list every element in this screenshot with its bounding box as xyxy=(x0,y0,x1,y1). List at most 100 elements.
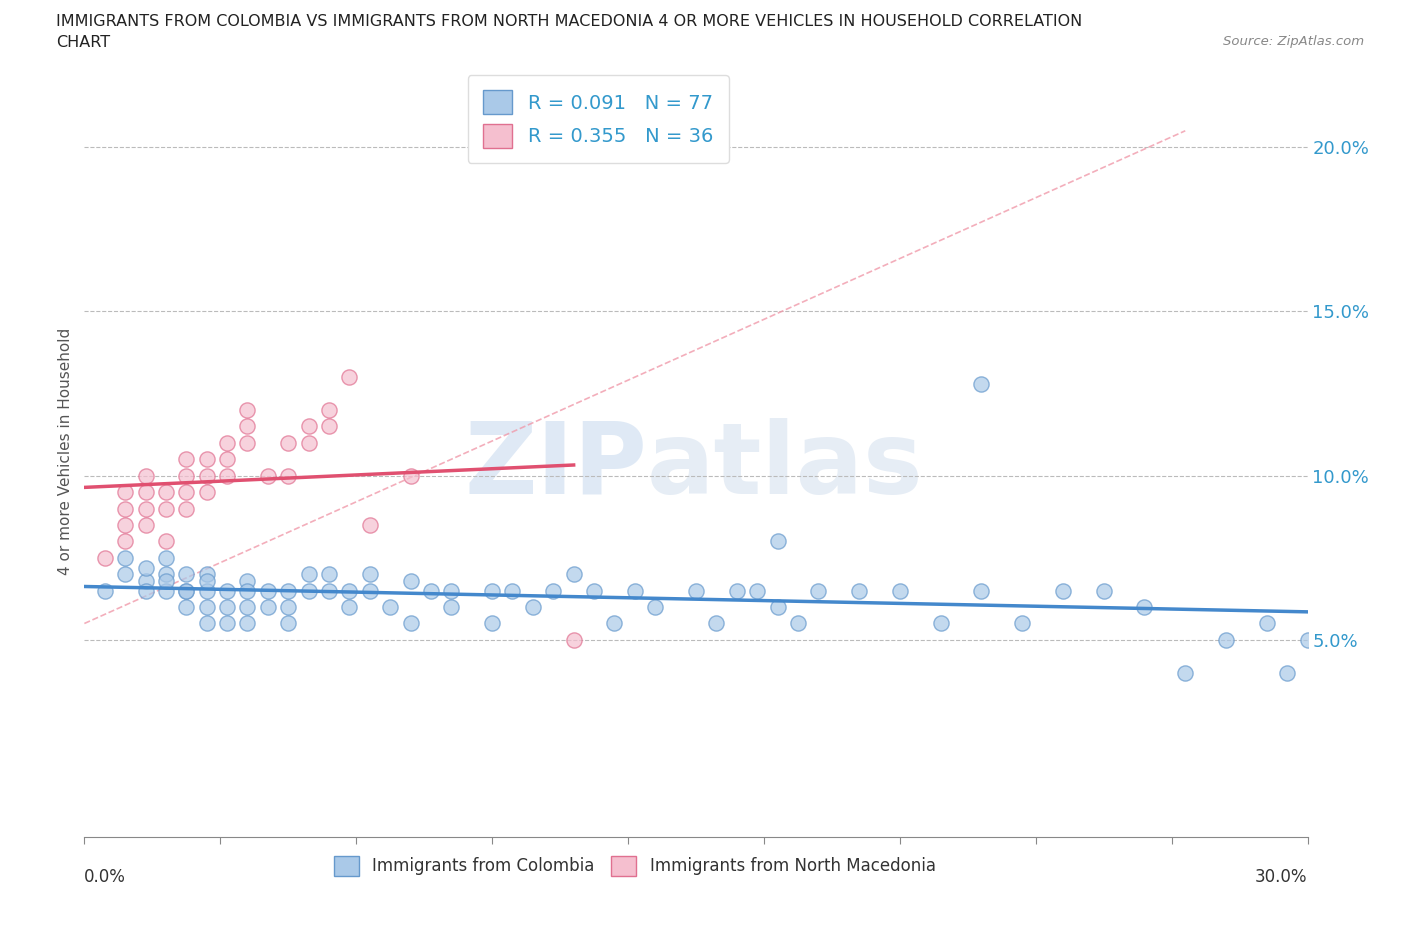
Point xyxy=(1296,632,1319,647)
Point xyxy=(277,616,299,631)
Point xyxy=(685,583,707,598)
Point xyxy=(440,600,463,615)
Point xyxy=(339,583,361,598)
Point xyxy=(277,600,299,615)
Point xyxy=(562,566,585,581)
Point xyxy=(174,583,197,598)
Point xyxy=(399,616,422,631)
Point xyxy=(155,501,177,516)
Point xyxy=(236,600,259,615)
Point xyxy=(339,600,361,615)
Point xyxy=(174,468,197,483)
Point xyxy=(440,583,463,598)
Point xyxy=(1092,583,1115,598)
Point xyxy=(318,403,340,418)
Point xyxy=(236,435,259,450)
Point xyxy=(787,616,810,631)
Point xyxy=(155,534,177,549)
Point xyxy=(217,616,239,631)
Point xyxy=(420,583,443,598)
Point xyxy=(195,616,218,631)
Point xyxy=(195,468,218,483)
Point xyxy=(217,452,239,467)
Point xyxy=(236,616,259,631)
Text: Source: ZipAtlas.com: Source: ZipAtlas.com xyxy=(1223,35,1364,48)
Point xyxy=(135,574,157,589)
Point xyxy=(135,468,157,483)
Point xyxy=(277,583,299,598)
Point xyxy=(217,600,239,615)
Point xyxy=(1277,665,1299,680)
Point xyxy=(93,551,115,565)
Point xyxy=(195,583,218,598)
Point xyxy=(298,583,321,598)
Point xyxy=(747,583,769,598)
Text: CHART: CHART xyxy=(56,35,110,50)
Point xyxy=(889,583,911,598)
Point xyxy=(155,551,177,565)
Point xyxy=(217,468,239,483)
Point xyxy=(502,583,524,598)
Point xyxy=(114,551,136,565)
Text: IMMIGRANTS FROM COLOMBIA VS IMMIGRANTS FROM NORTH MACEDONIA 4 OR MORE VEHICLES I: IMMIGRANTS FROM COLOMBIA VS IMMIGRANTS F… xyxy=(56,14,1083,29)
Point xyxy=(1052,583,1074,598)
Point xyxy=(644,600,666,615)
Point xyxy=(135,560,157,575)
Point xyxy=(217,435,239,450)
Point xyxy=(318,419,340,434)
Point xyxy=(93,583,115,598)
Point xyxy=(929,616,952,631)
Point xyxy=(359,566,381,581)
Point xyxy=(135,583,157,598)
Point xyxy=(195,485,218,499)
Point xyxy=(174,485,197,499)
Point xyxy=(1215,632,1237,647)
Point xyxy=(298,419,321,434)
Point xyxy=(339,370,361,385)
Point xyxy=(114,501,136,516)
Point xyxy=(522,600,544,615)
Point xyxy=(155,566,177,581)
Point xyxy=(257,583,280,598)
Point xyxy=(195,452,218,467)
Point xyxy=(298,435,321,450)
Point xyxy=(706,616,728,631)
Point xyxy=(217,583,239,598)
Point xyxy=(970,583,993,598)
Point xyxy=(236,574,259,589)
Point xyxy=(257,468,280,483)
Point xyxy=(135,501,157,516)
Point xyxy=(603,616,626,631)
Point xyxy=(380,600,402,615)
Point xyxy=(481,583,503,598)
Point xyxy=(725,583,748,598)
Point xyxy=(1133,600,1156,615)
Point xyxy=(399,468,422,483)
Point xyxy=(1011,616,1033,631)
Point xyxy=(135,485,157,499)
Text: 0.0%: 0.0% xyxy=(84,868,127,885)
Point xyxy=(114,566,136,581)
Point xyxy=(155,485,177,499)
Point xyxy=(114,485,136,499)
Point xyxy=(766,600,789,615)
Point xyxy=(624,583,647,598)
Point xyxy=(155,574,177,589)
Point xyxy=(562,632,585,647)
Point xyxy=(114,534,136,549)
Point xyxy=(318,583,340,598)
Y-axis label: 4 or more Vehicles in Household: 4 or more Vehicles in Household xyxy=(58,327,73,575)
Text: 30.0%: 30.0% xyxy=(1256,868,1308,885)
Point xyxy=(298,566,321,581)
Point xyxy=(195,566,218,581)
Point xyxy=(970,377,993,392)
Point xyxy=(359,583,381,598)
Point xyxy=(848,583,870,598)
Point xyxy=(807,583,830,598)
Point xyxy=(174,600,197,615)
Point xyxy=(236,419,259,434)
Point xyxy=(277,435,299,450)
Point xyxy=(399,574,422,589)
Point xyxy=(1174,665,1197,680)
Point xyxy=(174,583,197,598)
